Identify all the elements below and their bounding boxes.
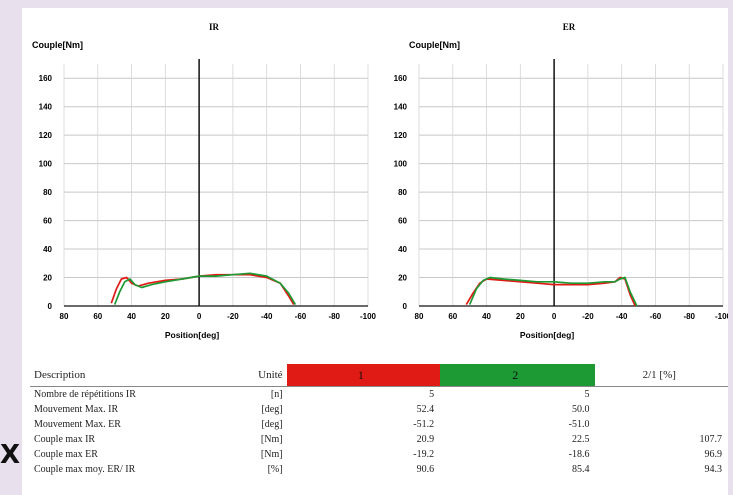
x-tick-label: -60 [650,312,662,321]
row-ratio: 107.7 [699,434,723,445]
x-tick-label: 20 [161,312,170,321]
x-tick-label: -100 [715,312,728,321]
y-tick-label: 60 [43,217,52,226]
x-tick-label: 0 [197,312,202,321]
row-description: Mouvement Max. IR [34,404,119,415]
row-unit: [%] [267,464,283,475]
header-ratio: 2/1 [%] [595,364,728,387]
x-tick-label: 20 [516,312,525,321]
y-tick-label: 20 [43,274,52,283]
table-row: Couple max ER [Nm] -19.2 -18.6 96.9 [30,447,728,462]
row-ratio [595,402,728,417]
row-session-1: 20.9 [416,434,435,445]
x-mark-overlay: X [0,440,21,470]
y-tick-label: 120 [394,131,408,140]
row-ratio [595,387,728,403]
x-tick-label: 40 [482,312,491,321]
y-tick-label: 140 [394,103,408,112]
row-session-1: -19.2 [413,449,435,460]
table-row: Mouvement Max. ER [deg] -51.2 -51.0 [30,417,728,432]
y-tick-label: 40 [43,245,52,254]
row-session-2: 22.5 [571,434,590,445]
x-axis-label: Position[deg] [520,330,574,340]
y-tick-label: 20 [398,274,407,283]
x-tick-label: -80 [328,312,340,321]
row-session-1: -51.2 [413,419,435,430]
x-tick-label: -100 [360,312,376,321]
x-tick-label: 40 [127,312,136,321]
x-tick-label: -40 [616,312,628,321]
header-description: Description [30,364,222,387]
row-session-2: -18.6 [568,449,590,460]
y-tick-label: 100 [394,160,408,169]
y-axis-label: Couple[Nm] [32,40,83,50]
table-row: Nombre de répétitions IR [n] 5 5 [30,387,728,403]
y-tick-label: 80 [43,188,52,197]
y-tick-label: 40 [398,245,407,254]
row-session-2: 5 [584,389,590,400]
y-tick-label: 0 [403,302,408,311]
x-tick-label: -40 [261,312,273,321]
row-session-2: 85.4 [571,464,590,475]
row-description: Couple max IR [34,434,96,445]
chart-title: ER [563,22,576,32]
chart-svg: 0 20 40 60 80 100 120 140 160 80 60 40 20 0 -20 -40 -60 -… [394,22,728,340]
x-tick-label: -20 [227,312,239,321]
row-ratio: 94.3 [704,464,723,475]
x-tick-label: 60 [448,312,457,321]
row-session-2: -51.0 [568,419,590,430]
ir-chart: 0 20 40 60 80 100 120 140 160 80 60 40 20 0 -20 -40 -60 -… [22,8,376,358]
y-tick-label: 80 [398,188,407,197]
table-row: Couple max moy. ER/ IR [%] 90.6 85.4 94.3 [30,462,728,477]
x-tick-label: -60 [295,312,307,321]
row-ratio: 96.9 [704,449,723,460]
row-unit: [n] [270,389,283,400]
y-tick-label: 140 [39,103,53,112]
y-tick-label: 100 [39,160,53,169]
chart-svg: 0 20 40 60 80 100 120 140 160 80 60 40 20 0 -20 -40 -60 -… [32,22,376,340]
x-tick-label: 80 [60,312,69,321]
row-unit: [Nm] [260,449,283,460]
series-2-line [468,276,638,307]
y-axis-label: Couple[Nm] [409,40,460,50]
y-tick-label: 60 [398,217,407,226]
row-ratio [595,417,728,432]
table-header-row: Description Unité 1 2 2/1 [%] [30,364,728,387]
table-row: Mouvement Max. IR [deg] 52.4 50.0 [30,402,728,417]
table-body: Nombre de répétitions IR [n] 5 5 Mouvement M… [30,387,728,478]
row-description: Mouvement Max. ER [34,419,121,430]
y-tick-label: 160 [394,74,408,83]
er-chart: 0 20 40 60 80 100 120 140 160 80 60 40 20 0 -20 -40 -60 -… [377,8,728,358]
x-axis-label: Position[deg] [165,330,219,340]
row-session-1: 52.4 [416,404,435,415]
x-tick-label: 0 [552,312,557,321]
report-sheet: 0 20 40 60 80 100 120 140 160 80 60 40 20 0 -20 -40 -60-… [22,8,728,495]
row-description: Couple max ER [34,449,98,460]
row-description: Nombre de répétitions IR [34,389,136,400]
table-row: Couple max IR [Nm] 20.9 22.5 107.7 [30,432,728,447]
series-2-line [113,272,297,306]
chart-title: IR [209,22,220,32]
row-unit: [deg] [261,404,283,415]
row-session-1: 90.6 [416,464,435,475]
results-table: Description Unité 1 2 2/1 [%] Nombre de … [30,364,728,477]
header-session-2: 2 [440,364,596,387]
y-tick-label: 160 [39,74,53,83]
header-unit: Unité [221,364,287,387]
row-unit: [deg] [261,419,283,430]
row-session-2: 50.0 [571,404,590,415]
header-session-1: 1 [286,364,441,387]
results-table-wrapper: Description Unité 1 2 2/1 [%] Nombre de … [30,364,728,477]
y-tick-label: 0 [48,302,53,311]
x-tick-label: 60 [93,312,102,321]
row-description: Couple max moy. ER/ IR [34,464,136,475]
x-tick-label: 80 [415,312,424,321]
x-tick-label: -80 [683,312,695,321]
row-session-1: 5 [429,389,435,400]
row-unit: [Nm] [260,434,283,445]
x-tick-label: -20 [582,312,594,321]
y-tick-label: 120 [39,131,53,140]
